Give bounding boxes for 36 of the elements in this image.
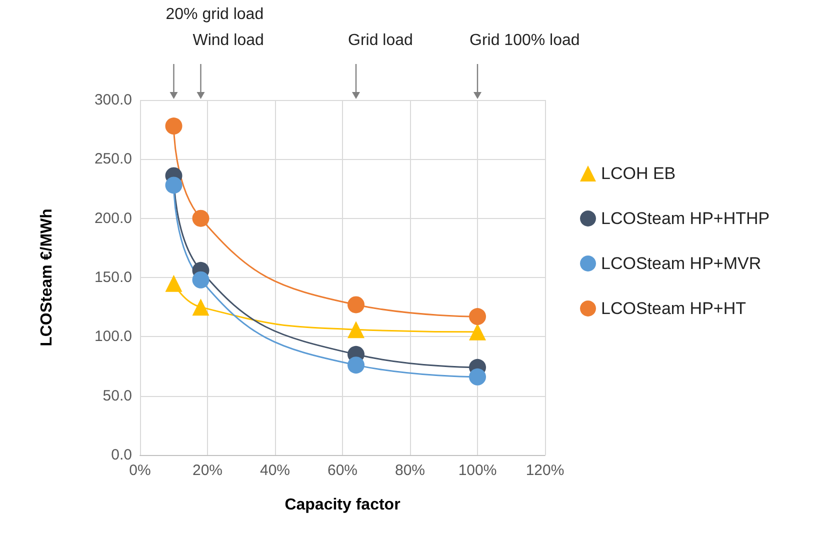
x-tick-label: 0% xyxy=(129,462,151,479)
y-tick-label: 100.0 xyxy=(94,328,132,346)
text: Wind load xyxy=(192,32,264,50)
point xyxy=(192,271,210,288)
legend-label: LCOSteam HP+MVR xyxy=(601,254,762,273)
point xyxy=(192,298,210,316)
point xyxy=(348,321,364,338)
x-tick-label: 80% xyxy=(394,462,426,479)
point xyxy=(469,368,486,386)
x-tick-label: 100% xyxy=(458,462,497,479)
x-tick-label: 20% xyxy=(192,462,223,479)
text: Grid 100% load xyxy=(470,32,580,50)
y-tick-label: 200.0 xyxy=(94,210,132,227)
x-tick-label: 40% xyxy=(260,462,290,479)
text: 20% grid load xyxy=(166,6,264,24)
x-tick-label: 120% xyxy=(526,462,564,479)
point xyxy=(165,176,182,194)
x-axis-title: Capacity factor xyxy=(284,496,400,514)
point xyxy=(348,296,364,314)
point xyxy=(165,118,182,135)
y-tick-label: 300.0 xyxy=(94,92,132,108)
legend-label: LCOSteam HP+HTHP xyxy=(601,209,770,228)
point xyxy=(165,274,182,292)
point xyxy=(469,308,486,326)
y-tick-label: 250.0 xyxy=(94,150,132,168)
y-axis-title: LCOSteam €/MWh xyxy=(38,208,56,346)
text: Grid load xyxy=(348,32,413,50)
legend-label: LCOH EB xyxy=(601,164,676,183)
legend-label: LCOSteam HP+HT xyxy=(601,299,746,318)
point xyxy=(348,356,364,374)
point xyxy=(192,210,210,227)
x-tick-label: 60% xyxy=(327,462,358,479)
y-tick-label: 50.0 xyxy=(102,387,132,404)
y-tick-label: 0.0 xyxy=(111,446,132,464)
y-tick-label: 150.0 xyxy=(94,269,132,286)
point xyxy=(469,323,486,340)
